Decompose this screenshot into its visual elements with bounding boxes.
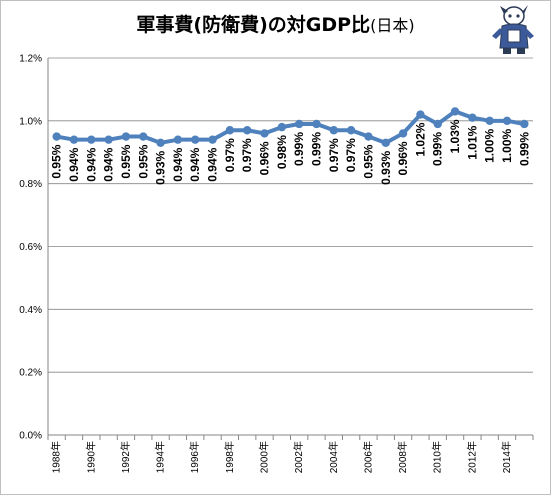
data-point	[69, 135, 79, 144]
data-label: 0.95%	[136, 144, 150, 178]
data-label: 0.94%	[188, 147, 202, 181]
x-tick-label: 1988年	[50, 441, 63, 473]
data-label: 0.95%	[361, 144, 375, 178]
x-tick-label: 2012年	[465, 441, 478, 473]
chart-title: 軍事費(防衛費)の対GDP比(日本)	[0, 10, 551, 37]
y-tick-label: 0.2%	[19, 368, 42, 379]
data-point	[398, 129, 408, 138]
data-point	[52, 132, 61, 141]
x-tick-label: 1996年	[188, 441, 201, 473]
data-label: 0.93%	[154, 151, 168, 185]
x-tick-label: 1998年	[223, 441, 236, 473]
data-label: 0.94%	[67, 147, 81, 181]
data-label: 0.99%	[309, 132, 323, 166]
data-label: 0.93%	[379, 151, 393, 185]
x-tick-label: 2002年	[292, 441, 305, 473]
data-label: 1.00%	[500, 129, 514, 163]
data-point	[364, 132, 373, 141]
data-point	[121, 132, 131, 141]
data-label: 0.94%	[102, 147, 116, 181]
chart-title-main: 軍事費(防衛費)の対GDP比	[136, 14, 371, 36]
data-point	[87, 135, 96, 144]
data-label: 0.99%	[292, 132, 306, 166]
data-point	[191, 135, 200, 144]
data-point	[450, 107, 460, 116]
data-label: 0.96%	[258, 141, 272, 175]
data-point	[156, 138, 165, 148]
data-label: 0.94%	[206, 147, 220, 181]
data-point	[173, 135, 183, 144]
data-label: 0.94%	[171, 147, 185, 181]
x-tick-label: 2000年	[258, 441, 271, 473]
data-point	[433, 119, 442, 129]
series-line	[54, 109, 527, 145]
y-tick-label: 0.0%	[19, 431, 42, 442]
data-label: 0.97%	[327, 138, 341, 172]
x-tick-label: 1994年	[154, 441, 167, 473]
data-label: 0.98%	[275, 135, 289, 169]
data-point	[277, 122, 287, 132]
chart-title-suffix: (日本)	[370, 16, 415, 35]
data-point	[104, 135, 113, 144]
data-point	[312, 119, 321, 129]
data-label: 0.97%	[344, 138, 358, 172]
data-point	[225, 126, 235, 135]
data-label: 0.99%	[431, 132, 445, 166]
data-label: 0.96%	[396, 141, 410, 175]
data-label: 1.03%	[448, 119, 462, 153]
data-label: 1.01%	[465, 125, 479, 159]
data-point	[139, 132, 148, 141]
data-label: 0.95%	[50, 144, 64, 178]
x-tick-label: 2010年	[431, 441, 444, 473]
data-point	[294, 119, 304, 129]
data-label: 0.97%	[240, 138, 254, 172]
data-point	[381, 138, 390, 148]
data-point	[346, 126, 356, 135]
data-point	[468, 113, 477, 122]
y-tick-label: 0.6%	[19, 242, 42, 253]
data-label: 1.00%	[483, 129, 497, 163]
y-tick-label: 0.4%	[19, 305, 42, 316]
data-point	[485, 116, 494, 126]
data-label: 0.99%	[517, 132, 531, 166]
data-point	[260, 129, 269, 138]
x-tick-label: 1992年	[119, 441, 132, 473]
x-tick-label: 2008年	[396, 441, 409, 473]
data-label: 0.95%	[119, 144, 133, 178]
y-tick-label: 1.0%	[19, 116, 42, 127]
x-tick-label: 2006年	[361, 441, 374, 473]
data-label: 1.02%	[413, 122, 427, 156]
data-label: 0.94%	[84, 147, 98, 181]
data-label: 0.97%	[223, 138, 237, 172]
data-point	[416, 110, 425, 119]
y-tick-label: 1.2%	[19, 54, 42, 65]
x-tick-label: 2014年	[500, 441, 513, 473]
x-tick-label: 1990年	[84, 441, 97, 473]
data-point	[329, 126, 339, 135]
data-point	[242, 126, 252, 135]
data-point	[502, 116, 512, 126]
y-tick-label: 0.8%	[19, 179, 42, 190]
x-tick-label: 2004年	[327, 441, 340, 473]
mascot-icon	[492, 5, 534, 54]
data-point	[208, 135, 217, 144]
data-point	[520, 119, 529, 129]
